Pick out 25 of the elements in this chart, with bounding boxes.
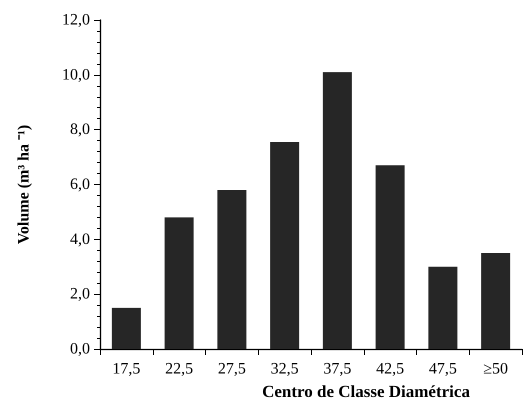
bar xyxy=(164,217,194,349)
y-tick-label: 2,0 xyxy=(70,286,90,303)
bar xyxy=(217,190,246,349)
bar xyxy=(112,308,141,349)
y-tick-label: 0,0 xyxy=(70,340,90,358)
y-tick-label: 4,0 xyxy=(70,230,90,248)
bar xyxy=(270,142,300,349)
x-tick-label: 17,5 xyxy=(112,360,140,378)
x-tick-label: 47,5 xyxy=(428,360,457,378)
x-axis-title: Centro de Classe Diamétrica xyxy=(262,382,470,401)
x-tick-label: 22,5 xyxy=(165,360,194,378)
bar xyxy=(322,72,352,349)
y-tick-label: 10,0 xyxy=(62,66,90,84)
bar xyxy=(428,266,458,349)
y-tick-label: 12,0 xyxy=(62,12,90,28)
x-tick-label: 27,5 xyxy=(218,360,246,378)
x-tick-label: 37,5 xyxy=(323,360,352,378)
x-tick-label: 32,5 xyxy=(270,360,299,378)
bar xyxy=(481,253,510,349)
y-tick-label: 6,0 xyxy=(70,176,90,193)
bar xyxy=(376,165,405,349)
y-axis-title: Volume (m³ ha ⁻¹) xyxy=(16,124,32,244)
y-tick-label: 8,0 xyxy=(70,121,90,138)
x-tick-label: 42,5 xyxy=(376,360,404,378)
x-tick-label: ≥50 xyxy=(483,360,508,378)
